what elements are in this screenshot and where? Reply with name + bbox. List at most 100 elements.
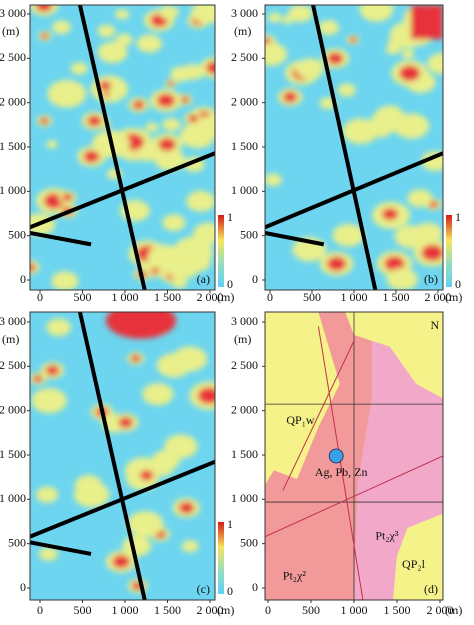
y-axis-unit: (m): [2, 332, 19, 346]
x-tick-label: 500: [303, 290, 321, 304]
map-label: Pt₂χ²: [283, 569, 307, 583]
anomaly: [288, 5, 313, 23]
map-label: QP₂l: [402, 557, 426, 571]
y-axis-unit: (m): [2, 24, 19, 38]
map-frame: [29, 311, 216, 601]
anomaly: [359, 5, 394, 22]
y-tick-label: 0: [20, 580, 26, 594]
anomaly: [51, 271, 79, 290]
anomaly: [401, 49, 415, 59]
anomaly: [97, 24, 116, 38]
anomaly-core: [197, 387, 215, 405]
x-tick-label: 0: [267, 290, 273, 304]
anomaly-core: [45, 365, 60, 376]
y-tick-label: 0: [252, 580, 258, 594]
x-tick-label: 1 500: [154, 290, 181, 304]
anomaly-core: [399, 65, 421, 82]
x-tick-label: 1 000: [112, 290, 139, 304]
x-axis-unit: (m): [445, 290, 462, 304]
anomaly-core: [130, 354, 141, 363]
fault-line: [77, 5, 147, 290]
fault-line: [30, 151, 215, 230]
y-tick-label: 1 000: [231, 183, 258, 197]
anomaly: [267, 12, 282, 23]
anomaly: [265, 173, 282, 187]
y-tick-label: 500: [8, 227, 26, 241]
anomaly: [162, 118, 181, 132]
x-tick-label: 1 500: [384, 603, 411, 617]
anomaly: [427, 53, 443, 74]
anomaly-core: [112, 555, 130, 569]
anomaly: [115, 9, 130, 20]
y-tick-label: 2 000: [0, 94, 26, 108]
anomaly: [337, 83, 356, 97]
fault-line: [30, 459, 215, 539]
fault-line: [30, 540, 92, 556]
anomaly-core: [87, 115, 102, 127]
anomaly-core: [40, 32, 49, 39]
anomaly: [182, 64, 205, 80]
anomaly-core: [118, 417, 133, 428]
anomaly-core: [349, 36, 357, 43]
anomaly-core: [39, 117, 49, 125]
x-tick-label: 0: [265, 603, 271, 617]
anomaly-core: [206, 61, 215, 74]
x-tick-label: 0: [37, 603, 43, 617]
anomaly: [181, 540, 199, 553]
anomaly-core: [35, 5, 53, 12]
y-tick-label: 2 000: [0, 402, 26, 416]
x-tick-label: 0: [37, 290, 43, 304]
x-tick-label: 500: [74, 603, 92, 617]
anomaly: [193, 222, 215, 244]
anomaly: [332, 224, 365, 247]
x-axis-unit: (m): [445, 603, 462, 617]
anomaly: [265, 42, 288, 66]
anomaly: [46, 140, 58, 149]
panel-label: (a): [197, 272, 210, 286]
panel-label: (b): [424, 272, 438, 286]
fault-line: [265, 455, 443, 538]
x-tick-label: 2 000: [425, 290, 452, 304]
fault-line: [265, 151, 443, 230]
map-label: Pt₂χ³: [375, 528, 399, 542]
anomaly-core: [421, 244, 443, 262]
anomaly-core: [327, 52, 344, 65]
quaternary-north: [345, 312, 443, 399]
y-tick-label: 2 000: [231, 94, 258, 108]
y-tick-label: 500: [8, 535, 26, 549]
x-tick-label: 1 500: [383, 290, 410, 304]
anomaly: [171, 277, 188, 289]
y-tick-label: 500: [240, 227, 258, 241]
panel-label: (d): [424, 582, 438, 596]
colorbar-min: 0: [227, 277, 233, 291]
anomaly: [186, 190, 215, 212]
map-area: [30, 312, 215, 600]
anomaly: [281, 15, 293, 24]
anomaly: [97, 41, 128, 63]
anomaly: [46, 318, 71, 337]
panel-label: (c): [197, 582, 210, 596]
colorbar: [218, 215, 224, 287]
x-axis-unit: (m): [217, 603, 234, 617]
x-tick-label: 500: [302, 603, 320, 617]
panel: N QP₁w Ag, Pb, Zn Pt₂χ³ Pt₂χ² QP₂l (d) 0 500 1 00…: [231, 311, 462, 617]
anomaly: [156, 353, 191, 378]
anomaly: [38, 547, 58, 561]
anomaly: [70, 62, 88, 75]
y-axis-unit: (m): [234, 332, 251, 346]
x-tick-label: 1 000: [341, 603, 368, 617]
anomaly: [31, 388, 67, 414]
map-area: [265, 5, 443, 290]
anomaly-core: [30, 263, 36, 272]
anomaly-core: [178, 501, 195, 514]
map-area: [30, 5, 215, 290]
deposit-marker: [328, 448, 344, 464]
y-tick-label: 2 500: [0, 50, 26, 64]
anomaly: [385, 43, 401, 55]
y-tick-label: 1 500: [231, 447, 258, 461]
y-tick-label: 2 500: [231, 358, 258, 372]
fault-line: [77, 312, 147, 600]
anomaly-core: [156, 93, 175, 108]
y-tick-label: 2 500: [0, 358, 26, 372]
